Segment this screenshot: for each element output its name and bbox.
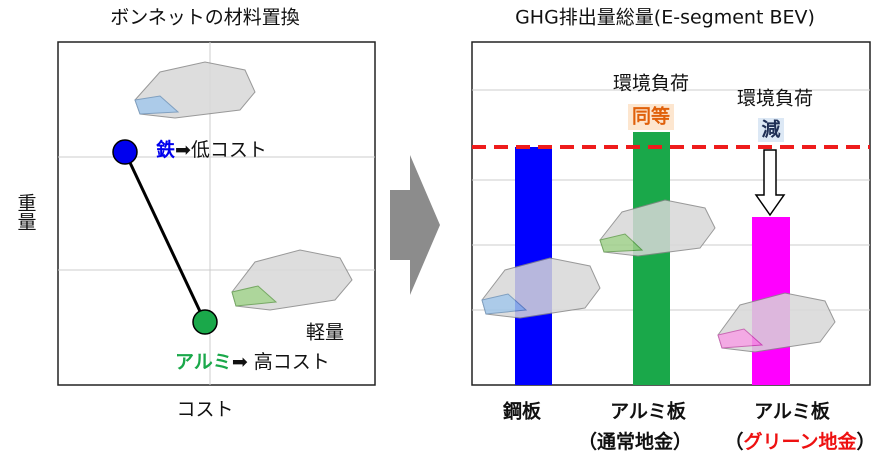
paren: ） — [673, 430, 692, 453]
material: 鉄 — [156, 138, 175, 161]
car-illustration — [481, 199, 836, 353]
bar — [633, 132, 670, 385]
paren: （ — [578, 430, 597, 453]
reduction-arrow — [754, 149, 786, 217]
steel-label: 鉄➡低コスト — [156, 138, 267, 161]
note: 軽量 — [306, 322, 344, 344]
x-axis-label: コスト — [176, 399, 233, 421]
sublabel: 通常地金 — [597, 430, 674, 453]
aluminum-point — [192, 309, 218, 335]
bar-label: アルミ板 — [754, 400, 831, 423]
highlight — [758, 118, 784, 142]
annotation-label: 環境負荷 — [737, 88, 813, 110]
car-illustration — [231, 249, 353, 311]
left-title: ボンネットの材料置換 — [110, 7, 300, 29]
annotation-label: 環境負荷 — [613, 73, 689, 95]
aluminum-label: アルミ➡ 高コスト — [175, 351, 330, 373]
paren: ） — [857, 430, 876, 453]
right-title: GHG排出量総量(E-segment BEV) — [515, 7, 815, 29]
annotation-emphasis: 同等 — [632, 105, 670, 128]
arrow-text: ➡ 高コスト — [232, 351, 330, 373]
sublabel: グリーン地金 — [743, 430, 857, 453]
bar-sublabel: （グリーン地金） — [724, 430, 875, 453]
annotation-emphasis: 減 — [761, 118, 780, 141]
material: アルミ — [175, 351, 232, 373]
arrow-text: ➡低コスト — [175, 139, 267, 161]
steel-point — [112, 139, 138, 165]
connector — [123, 151, 207, 323]
bar-label: アルミ板 — [610, 400, 687, 423]
y-axis-label: 重量 — [15, 193, 37, 231]
highlight — [628, 104, 674, 130]
bar-label: 鋼板 — [502, 400, 542, 423]
paren: （ — [724, 430, 743, 453]
bar-sublabel: （通常地金） — [578, 430, 692, 453]
transition-arrow — [390, 155, 440, 295]
car-illustration — [134, 61, 256, 119]
